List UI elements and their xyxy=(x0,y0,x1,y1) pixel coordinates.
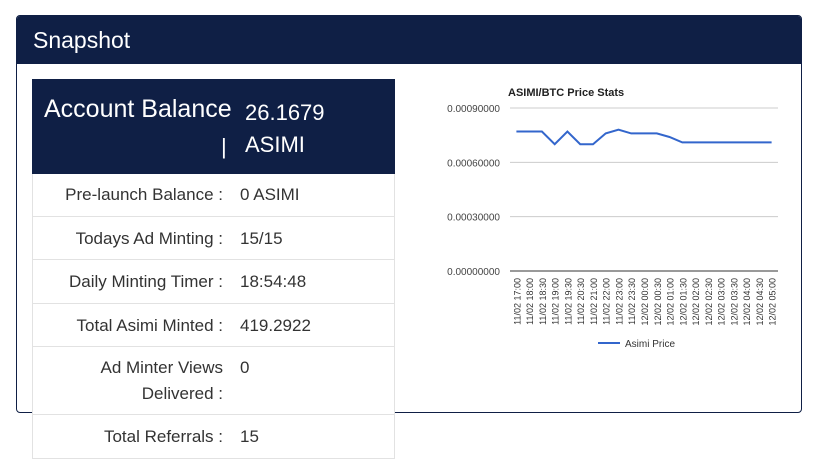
x-tick-label: 11/02 21:00 xyxy=(589,278,599,325)
stat-label: Pre-launch Balance : xyxy=(65,185,223,204)
stat-label: Ad Minter Views Delivered : xyxy=(100,358,223,403)
x-tick-label: 12/02 02:30 xyxy=(704,278,714,326)
x-tick-label: 12/02 03:30 xyxy=(729,278,739,326)
stat-label: Todays Ad Minting : xyxy=(75,229,223,248)
x-tick-label: 11/02 18:30 xyxy=(538,278,548,325)
series-line-asimi-price xyxy=(516,128,772,146)
stat-label: Total Asimi Minted : xyxy=(76,316,223,335)
x-tick-label: 12/02 01:30 xyxy=(678,278,688,326)
stat-row-total-referrals: Total Referrals : 15 xyxy=(32,415,395,459)
account-stats: Account Balance | 26.1679 ASIMI Pre-laun… xyxy=(32,79,395,459)
balance-separator: | xyxy=(221,134,227,159)
x-tick-label: 11/02 18:00 xyxy=(525,278,535,325)
x-tick-label: 12/02 04:30 xyxy=(755,278,765,326)
stat-label: Total Referrals : xyxy=(103,427,223,446)
account-balance-box: Account Balance | 26.1679 ASIMI xyxy=(32,79,395,174)
stat-row-todays-ad-minting: Todays Ad Minting : 15/15 xyxy=(32,217,395,260)
account-balance-value: 26.1679 ASIMI xyxy=(245,100,325,157)
stat-label: Daily Minting Timer : xyxy=(69,272,223,291)
x-tick-label: 11/02 22:00 xyxy=(602,278,612,325)
x-tick-label: 12/02 05:00 xyxy=(768,278,778,326)
x-tick-label: 11/02 20:30 xyxy=(576,278,586,325)
stat-value: 15 xyxy=(240,427,259,446)
stat-value: 0 xyxy=(240,358,250,377)
y-tick-label: 0.00090000 xyxy=(447,104,500,115)
y-tick-label: 0.00030000 xyxy=(447,213,500,224)
x-tick-label: 11/02 19:30 xyxy=(563,278,573,325)
x-tick-label: 12/02 04:00 xyxy=(742,278,752,326)
x-tick-label: 12/02 01:00 xyxy=(666,278,676,326)
panel-title: Snapshot xyxy=(33,27,131,53)
account-balance-label: Account Balance xyxy=(44,95,232,123)
y-tick-label: 0.00000000 xyxy=(447,267,500,278)
y-tick-label: 0.00060000 xyxy=(447,158,500,169)
stat-row-daily-minting-timer: Daily Minting Timer : 18:54:48 xyxy=(32,260,395,304)
chart-title: ASIMI/BTC Price Stats xyxy=(508,87,624,99)
stat-row-prelaunch-balance: Pre-launch Balance : 0 ASIMI xyxy=(32,174,395,217)
x-tick-label: 11/02 17:00 xyxy=(512,278,522,325)
stat-value: 0 ASIMI xyxy=(240,185,300,204)
legend-label: Asimi Price xyxy=(625,339,675,350)
stat-value: 18:54:48 xyxy=(240,272,307,291)
stat-row-total-asimi-minted: Total Asimi Minted : 419.2922 xyxy=(32,304,395,347)
x-tick-label: 11/02 23:00 xyxy=(614,278,624,325)
stat-value: 419.2922 xyxy=(240,316,311,335)
price-chart: ASIMI/BTC Price Stats 0.00000000 0.000300… xyxy=(447,87,778,350)
x-tick-label: 12/02 03:00 xyxy=(717,278,727,326)
stat-row-ad-minter-views: Ad Minter Views Delivered : 0 xyxy=(32,347,395,415)
x-tick-label: 12/02 00:30 xyxy=(653,278,663,326)
panel-header: Snapshot xyxy=(17,16,801,64)
x-tick-label: 11/02 23:30 xyxy=(627,278,637,325)
x-tick-label: 11/02 19:00 xyxy=(551,278,561,325)
stat-value: 15/15 xyxy=(240,229,283,248)
x-tick-label: 12/02 02:00 xyxy=(691,278,701,326)
x-tick-label: 12/02 00:00 xyxy=(640,278,650,326)
